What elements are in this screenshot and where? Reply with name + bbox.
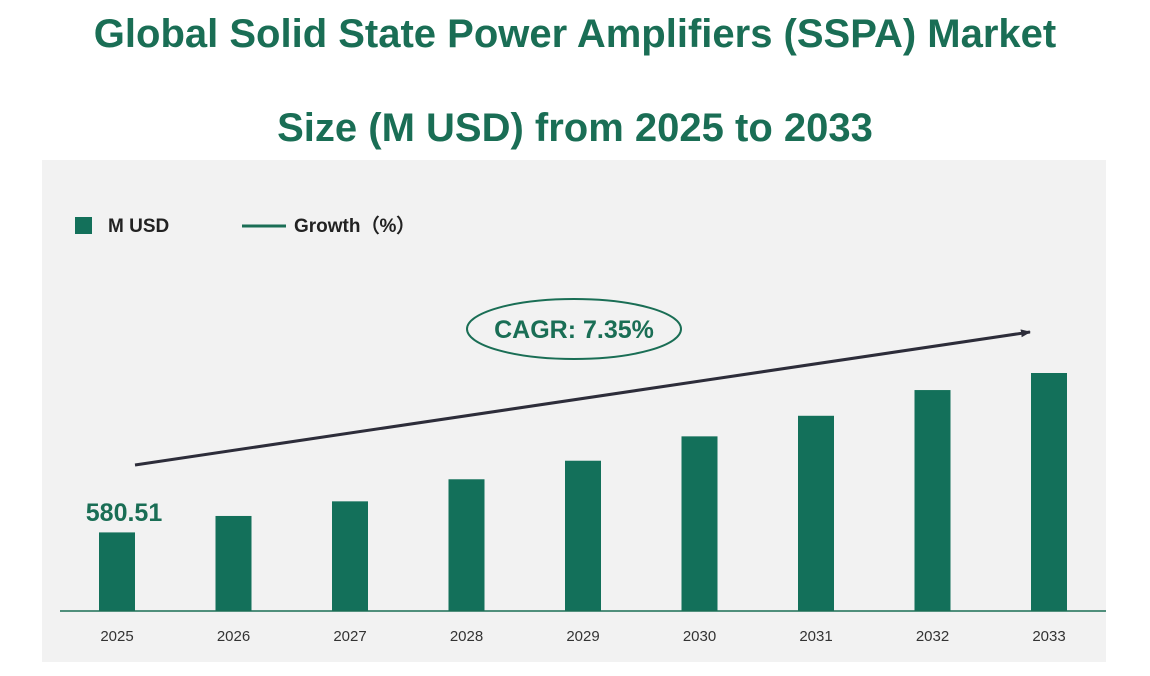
x-axis-ticks: 2025 2026 2027 2028 2029 2030 2031 2032 2033	[100, 628, 1065, 645]
x-tick-2029: 2029	[566, 628, 599, 645]
chart-title-line-1: Global Solid State Power Amplifiers (SSP…	[93, 12, 1057, 56]
bar-2028	[448, 479, 485, 611]
bar-2033	[1031, 373, 1067, 611]
growth-arrow	[134, 329, 1031, 467]
bar-2027	[332, 501, 368, 611]
x-tick-2025: 2025	[100, 628, 133, 645]
bar-2030	[681, 436, 718, 611]
x-tick-2033: 2033	[1032, 628, 1065, 645]
x-tick-2027: 2027	[333, 628, 366, 645]
x-tick-2026: 2026	[217, 628, 250, 645]
x-tick-2030: 2030	[683, 628, 716, 645]
chart-title-line-2: Size (M USD) from 2025 to 2033	[277, 106, 873, 150]
x-tick-2028: 2028	[450, 628, 483, 645]
legend-label-bars: M USD	[108, 216, 169, 237]
bar-2029	[565, 460, 601, 611]
legend-label-line: Growth（%）	[294, 214, 415, 237]
bar-2031	[798, 415, 834, 611]
bar-2026	[215, 515, 252, 611]
legend-swatch-bars	[75, 217, 92, 234]
x-tick-2031: 2031	[799, 628, 832, 645]
cagr-annotation: CAGR: 7.35%	[494, 316, 654, 344]
cagr-ellipse	[466, 298, 682, 360]
bar-2025	[99, 532, 135, 611]
x-tick-2032: 2032	[916, 628, 949, 645]
bar-2032	[914, 390, 951, 611]
data-label-2025: 580.51	[86, 499, 163, 527]
bar-group	[99, 373, 1067, 611]
